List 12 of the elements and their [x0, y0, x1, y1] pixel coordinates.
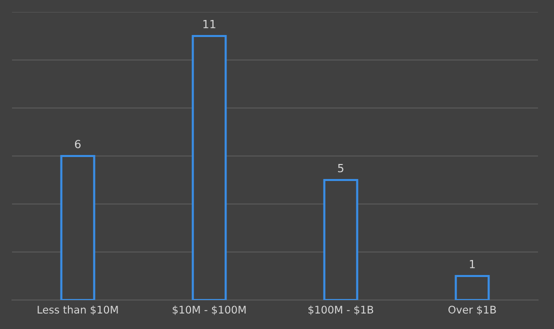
x-tick-label: Less than $10M [38, 306, 118, 315]
bar [323, 178, 358, 300]
data-label: 5 [338, 164, 344, 172]
x-tick-label: Over $1B [448, 306, 496, 315]
data-label: 11 [203, 20, 216, 28]
x-tick-label: $100M - $1B [308, 306, 374, 315]
x-tick-label: $10M - $100M [172, 306, 246, 315]
data-label: 6 [74, 140, 81, 148]
bar [192, 34, 227, 300]
bar [60, 154, 96, 300]
bar [454, 274, 490, 300]
data-label: 1 [470, 260, 475, 268]
